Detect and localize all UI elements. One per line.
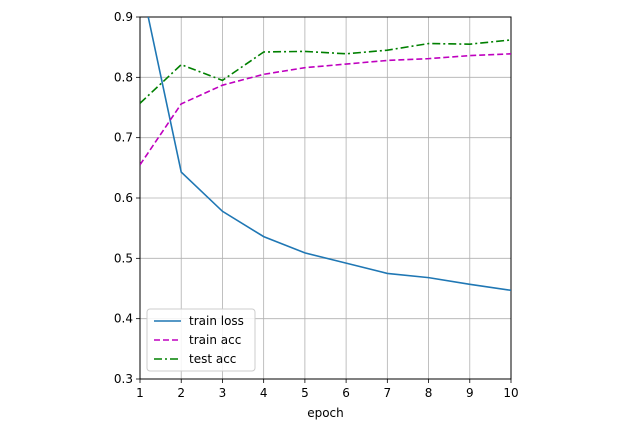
y-tick-label: 0.6: [114, 191, 133, 205]
y-tick-label: 0.3: [114, 372, 133, 386]
series-line-train-acc: [140, 53, 511, 166]
y-tick-label: 0.5: [114, 251, 133, 265]
x-tick-label: 3: [219, 386, 227, 400]
legend-label: train loss: [189, 314, 244, 328]
legend-label: test acc: [189, 352, 236, 366]
legend-box: [146, 308, 256, 372]
x-axis-ticks: 1 2 3 4 5 6 7 8 9 10: [136, 379, 519, 400]
x-tick-label: 2: [177, 386, 185, 400]
x-tick-label: 10: [503, 386, 518, 400]
series-layer: [140, 17, 511, 292]
y-tick-label: 0.7: [114, 131, 133, 145]
y-tick-label: 0.9: [114, 10, 133, 24]
x-axis-label: epoch: [307, 406, 344, 420]
x-tick-label: 1: [136, 386, 144, 400]
legend: train loss train acc test acc: [146, 308, 256, 372]
legend-label: train acc: [189, 333, 241, 347]
x-tick-label: 9: [466, 386, 474, 400]
y-tick-label: 0.4: [114, 312, 133, 326]
x-tick-label: 7: [384, 386, 392, 400]
x-tick-label: 4: [260, 386, 268, 400]
y-tick-label: 0.8: [114, 70, 133, 84]
series-line-train-loss: [147, 17, 511, 292]
x-tick-label: 6: [342, 386, 350, 400]
x-tick-label: 8: [425, 386, 433, 400]
y-axis-ticks: 0.3 0.4 0.5 0.6 0.7 0.8 0.9: [114, 10, 140, 386]
x-tick-label: 5: [301, 386, 309, 400]
series-line-test-acc: [140, 39, 511, 104]
